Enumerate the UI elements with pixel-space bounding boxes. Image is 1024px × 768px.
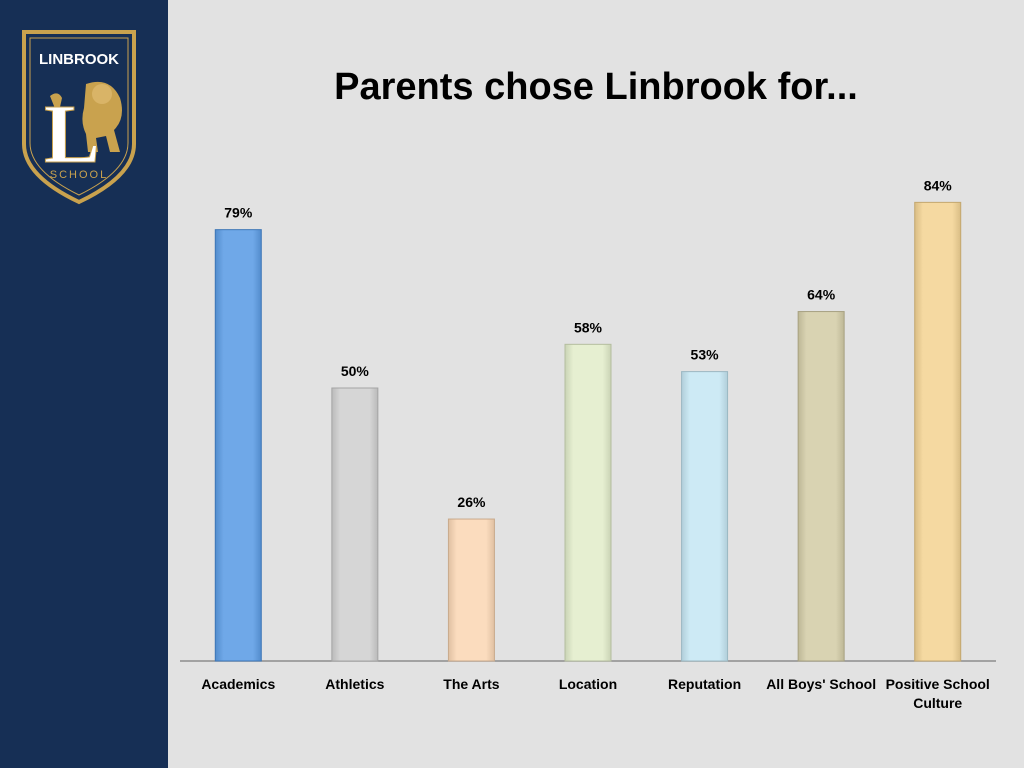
category-label-line: Location	[559, 676, 617, 692]
category-label-line: Reputation	[668, 676, 741, 692]
value-label: 84%	[924, 177, 953, 193]
bar-0	[214, 229, 262, 662]
bar-3	[564, 343, 612, 662]
sidebar: LINBROOK L SCHOOL	[0, 0, 168, 768]
value-label: 53%	[691, 347, 720, 363]
lion-emblem-icon	[50, 81, 122, 152]
category-label-line: Culture	[913, 695, 962, 711]
bar-6	[914, 201, 962, 662]
labels-group: 79% Academics 50% Athletics 26% The Arts 58% Lo…	[201, 177, 990, 711]
crest-letter: L	[44, 88, 100, 181]
category-label: Academics	[201, 676, 275, 692]
crest-bottom-text: SCHOOL	[50, 169, 108, 181]
bar-2	[447, 518, 495, 662]
category-label: Location	[559, 676, 617, 692]
value-label: 64%	[807, 287, 836, 303]
value-label: 50%	[341, 363, 370, 379]
value-label: 79%	[224, 205, 253, 221]
category-label: Athletics	[325, 676, 384, 692]
chart-title: Parents chose Linbrook for...	[334, 66, 858, 108]
bar-5	[797, 311, 845, 662]
category-label-line: All Boys' School	[766, 676, 876, 692]
category-label: The Arts	[443, 676, 499, 692]
category-label-line: Positive School	[886, 676, 990, 692]
category-label: Reputation	[668, 676, 741, 692]
bars-group	[214, 201, 962, 662]
value-label: 58%	[574, 319, 603, 335]
value-label: 26%	[457, 494, 486, 510]
category-label-line: Athletics	[325, 676, 384, 692]
linbrook-crest-logo: LINBROOK L SCHOOL	[22, 30, 136, 205]
bar-1	[331, 387, 379, 662]
category-label-line: Academics	[201, 676, 275, 692]
crest-top-text: LINBROOK	[39, 51, 119, 68]
bar-4	[681, 371, 729, 662]
category-label: Positive School Culture	[886, 676, 990, 711]
category-label: All Boys' School	[766, 676, 876, 692]
category-label-line: The Arts	[443, 676, 499, 692]
